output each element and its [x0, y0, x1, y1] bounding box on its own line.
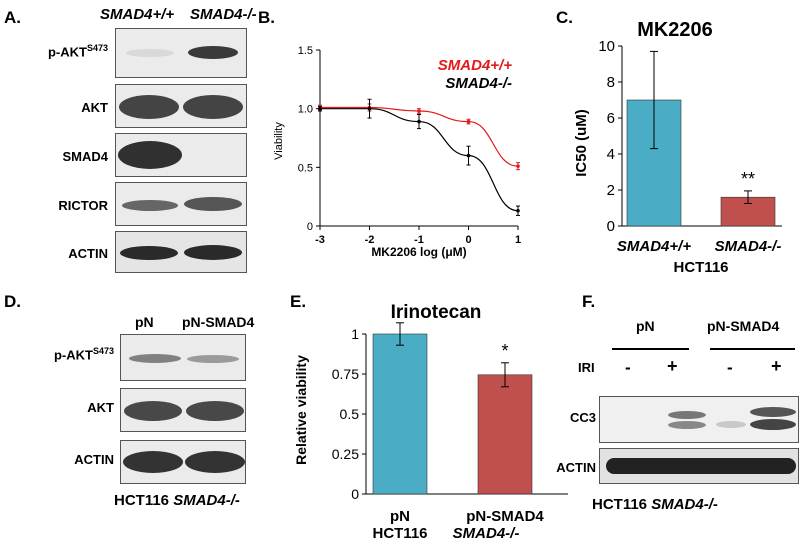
c-x-axis-label: HCT116	[673, 259, 728, 276]
e-y-axis-label: Relative viability	[293, 355, 309, 465]
e-significance-1: *	[501, 341, 508, 361]
blot-d-pakt	[120, 334, 246, 381]
c-y-tick-label: 6	[607, 110, 615, 127]
panel-f-caption: HCT116 SMAD4-/-	[592, 496, 718, 513]
panel-d-col2-label: pN-SMAD4	[182, 314, 255, 330]
panel-c-label: C.	[556, 8, 573, 27]
e-xlabel-b: SMAD4-/-	[453, 525, 520, 542]
b-y-tick-label: 0.5	[298, 162, 313, 174]
b-y-axis-label: Viability	[273, 122, 285, 160]
panel-f-group1-line	[612, 348, 689, 350]
panel-d-row-pakt: p-AKTS473	[53, 346, 114, 363]
c-y-tick-label: 8	[607, 74, 615, 91]
b-x-axis-label: MK2206 log (μM)	[371, 245, 466, 259]
panel-f-treat-0: -	[625, 358, 631, 377]
panel-f-label: F.	[582, 292, 596, 311]
panel-d-caption: HCT116 SMAD4-/-	[114, 492, 240, 509]
b-point	[417, 109, 421, 113]
e-y-tick-label: 0.5	[340, 406, 360, 422]
c-category-1: SMAD4-/-	[715, 238, 782, 255]
c-category-0: SMAD4+/+	[617, 238, 691, 255]
panel-d-label: D.	[4, 292, 21, 311]
b-x-tick-label: -3	[315, 234, 325, 246]
c-y-tick-label: 4	[607, 146, 615, 163]
blot-a-rictor	[115, 182, 247, 226]
e-y-tick-label: 0.25	[332, 446, 359, 462]
panel-a-row-rictor: RICTOR	[58, 198, 108, 213]
ic50-chart: MK2206 IC50 (uM) 0 2 4 6 8 10 ** SMAD4+/+ SMA…	[573, 19, 782, 276]
c-significance-1: **	[741, 169, 755, 189]
e-xlabel-a: HCT116	[372, 525, 427, 542]
panel-a-row-akt: AKT	[81, 100, 108, 115]
c-y-tick-label: 10	[598, 38, 615, 55]
panel-b-label: B.	[258, 8, 275, 27]
blot-a-actin	[115, 231, 247, 273]
b-x-tick-label: -1	[414, 234, 424, 246]
c-y-axis-label: IC50 (uM)	[573, 109, 590, 177]
panel-f-group2-line	[710, 348, 795, 350]
blot-f-cc3	[599, 396, 799, 443]
blot-a-pakt	[115, 28, 247, 78]
e-bar-0	[372, 333, 428, 495]
panel-e-label: E.	[290, 292, 307, 311]
b-point	[516, 208, 520, 213]
panel-a-label: A.	[4, 8, 21, 27]
b-y-tick-label: 1.5	[298, 45, 313, 57]
panel-f-treat-2: -	[727, 358, 733, 377]
viability-chart: 0 0.5 1.0 1.5 -3 -2 -1 0 1 Viability MK2206 log…	[273, 45, 521, 259]
e-y-tick-label: 1	[351, 326, 359, 342]
c-y-tick-label: 0	[607, 218, 615, 235]
b-point	[318, 106, 322, 111]
e-y-tick-label: 0	[351, 486, 359, 502]
panel-f-iri-label: IRI	[578, 360, 595, 375]
panel-a-row-actin: ACTIN	[68, 246, 108, 261]
panel-d-col1-label: pN	[135, 314, 154, 330]
b-series-line-1	[319, 108, 519, 212]
b-x-tick-label: 1	[515, 234, 521, 246]
panel-f-row-actin: ACTIN	[556, 460, 596, 475]
b-point	[367, 106, 372, 111]
panel-a-col2-label: SMAD4-/-	[190, 6, 257, 23]
b-y-tick-label: 0	[307, 221, 313, 233]
b-point	[466, 119, 471, 124]
panel-f-treat-3: +	[771, 356, 782, 376]
panel-d-row-actin: ACTIN	[74, 452, 114, 467]
c-y-tick-label: 2	[607, 182, 615, 199]
panel-f-treat-1: +	[667, 356, 678, 376]
b-legend-smad4-ko: SMAD4-/-	[445, 75, 512, 92]
panel-f-group2-label: pN-SMAD4	[707, 318, 780, 334]
c-title: MK2206	[637, 19, 713, 41]
blot-d-actin	[120, 440, 246, 484]
e-title: Irinotecan	[391, 302, 482, 323]
b-x-tick-label: -2	[365, 234, 375, 246]
b-x-tick-label: 0	[465, 234, 471, 246]
panel-a-row-pakt: p-AKTS473	[47, 43, 108, 60]
b-point	[466, 153, 471, 158]
panel-f-group1-label: pN	[636, 318, 655, 334]
e-category-1: pN-SMAD4	[466, 508, 544, 525]
blot-a-akt	[115, 84, 247, 128]
b-legend-smad4-wt: SMAD4+/+	[438, 57, 512, 74]
e-category-0: pN	[390, 508, 410, 525]
blot-f-actin	[599, 448, 799, 484]
panel-d-row-akt: AKT	[87, 400, 114, 415]
e-y-tick-label: 0.75	[332, 366, 359, 382]
b-y-tick-label: 1.0	[298, 104, 313, 116]
panel-a-col1-label: SMAD4+/+	[100, 6, 175, 23]
panel-f-row-cc3: CC3	[569, 410, 596, 425]
b-point	[516, 164, 520, 168]
blot-d-akt	[120, 388, 246, 432]
b-point	[417, 119, 421, 124]
irinotecan-chart: Irinotecan Relative viability 0 0.25 0.5 0.…	[293, 302, 568, 542]
e-bar-1	[477, 374, 533, 495]
blot-a-smad4	[115, 133, 247, 177]
panel-a-row-smad4: SMAD4	[62, 149, 108, 164]
